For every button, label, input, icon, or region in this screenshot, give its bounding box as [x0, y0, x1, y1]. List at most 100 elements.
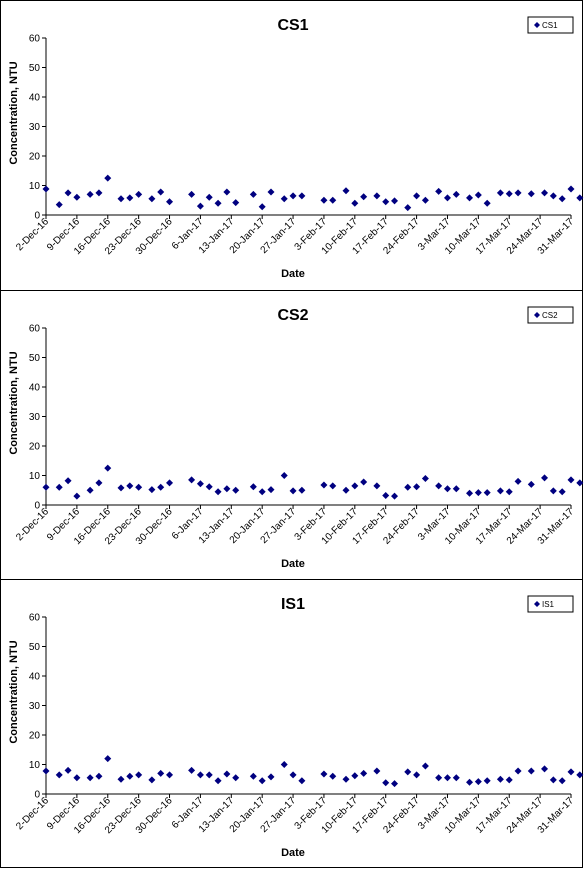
legend: CS1	[527, 16, 574, 34]
y-tick-label: 0	[34, 211, 40, 222]
data-point	[382, 492, 390, 500]
data-point	[117, 484, 125, 492]
data-point	[567, 476, 575, 484]
data-point	[576, 194, 584, 202]
data-point	[289, 771, 297, 779]
y-tick-label: 10	[29, 181, 41, 192]
data-point	[126, 772, 134, 780]
data-point	[73, 193, 81, 201]
chart-title: CS2	[277, 307, 308, 324]
data-point	[126, 194, 134, 202]
y-tick-label: 40	[29, 93, 41, 104]
data-point	[421, 196, 429, 204]
data-point	[126, 482, 134, 490]
data-point	[64, 477, 72, 485]
data-point	[505, 190, 513, 198]
legend: CS2	[527, 306, 574, 324]
data-point	[360, 478, 368, 486]
data-point	[527, 190, 535, 198]
data-point	[73, 774, 81, 782]
data-point	[505, 488, 513, 496]
data-point	[135, 771, 143, 779]
y-tick-label: 40	[29, 383, 41, 394]
data-point	[505, 776, 513, 784]
data-point	[413, 771, 421, 779]
data-point	[42, 767, 50, 775]
data-point	[382, 779, 390, 787]
data-point	[474, 778, 482, 786]
data-point	[496, 487, 504, 495]
data-point	[223, 188, 231, 196]
data-point	[42, 185, 50, 193]
y-tick-label: 50	[29, 642, 41, 653]
data-point	[157, 188, 165, 196]
data-point	[342, 775, 350, 783]
data-point	[527, 767, 535, 775]
data-point	[413, 483, 421, 491]
data-point	[157, 483, 165, 491]
data-point	[298, 777, 306, 785]
x-tick-label: 2-Dec-16	[14, 216, 51, 253]
chart-title: CS1	[277, 17, 308, 34]
data-point	[188, 766, 196, 774]
data-point	[320, 196, 328, 204]
y-tick-label: 40	[29, 672, 41, 683]
data-point	[452, 485, 460, 493]
data-point	[55, 201, 63, 209]
data-point	[549, 487, 557, 495]
data-point	[373, 192, 381, 200]
data-point	[483, 199, 491, 207]
data-point	[466, 489, 474, 497]
data-point	[541, 189, 549, 197]
data-point	[223, 485, 231, 493]
data-point	[232, 774, 240, 782]
data-point	[280, 472, 288, 479]
data-point	[249, 483, 257, 491]
data-point	[466, 778, 474, 786]
data-point	[205, 193, 213, 201]
data-point	[267, 486, 275, 494]
data-point	[166, 771, 174, 779]
legend-diamond-icon	[534, 312, 540, 318]
data-point	[514, 767, 522, 775]
data-point	[267, 773, 275, 781]
data-point	[351, 199, 359, 207]
data-point	[258, 203, 266, 211]
data-point	[466, 194, 474, 202]
data-point	[558, 777, 566, 785]
data-point	[360, 193, 368, 201]
data-point	[452, 190, 460, 198]
data-point	[117, 195, 125, 203]
y-axis-label: Concentration, NTU	[8, 61, 20, 164]
y-tick-label: 60	[29, 324, 41, 335]
data-point	[391, 780, 399, 788]
chart-panel-is1: IS1 IS1 Concentration, NTU Date 0 10 20 30 4…	[0, 579, 584, 868]
data-point	[104, 755, 112, 763]
data-point	[249, 190, 257, 198]
data-point	[567, 185, 575, 193]
data-point	[496, 775, 504, 783]
chart-panel-cs2: CS2 CS2 Concentration, NTU Date 0 10 20 30 4…	[0, 290, 584, 580]
data-point	[435, 482, 443, 490]
data-point	[329, 772, 337, 780]
data-point	[267, 188, 275, 196]
data-point	[64, 189, 72, 197]
data-point	[413, 192, 421, 200]
x-axis-label: Date	[281, 558, 305, 570]
data-point	[95, 479, 103, 487]
data-point	[196, 480, 204, 488]
data-point	[86, 774, 94, 782]
data-point	[104, 464, 112, 472]
data-point	[421, 474, 429, 482]
data-point	[320, 770, 328, 778]
y-tick-label: 30	[29, 122, 41, 133]
data-point	[196, 771, 204, 779]
data-point	[320, 481, 328, 489]
data-point	[373, 482, 381, 490]
data-point	[148, 195, 156, 203]
legend-label: CS1	[542, 21, 558, 30]
y-tick-label: 20	[29, 731, 41, 742]
y-tick-label: 60	[29, 613, 41, 624]
x-axis-label: Date	[281, 847, 305, 859]
legend-box	[527, 595, 574, 613]
